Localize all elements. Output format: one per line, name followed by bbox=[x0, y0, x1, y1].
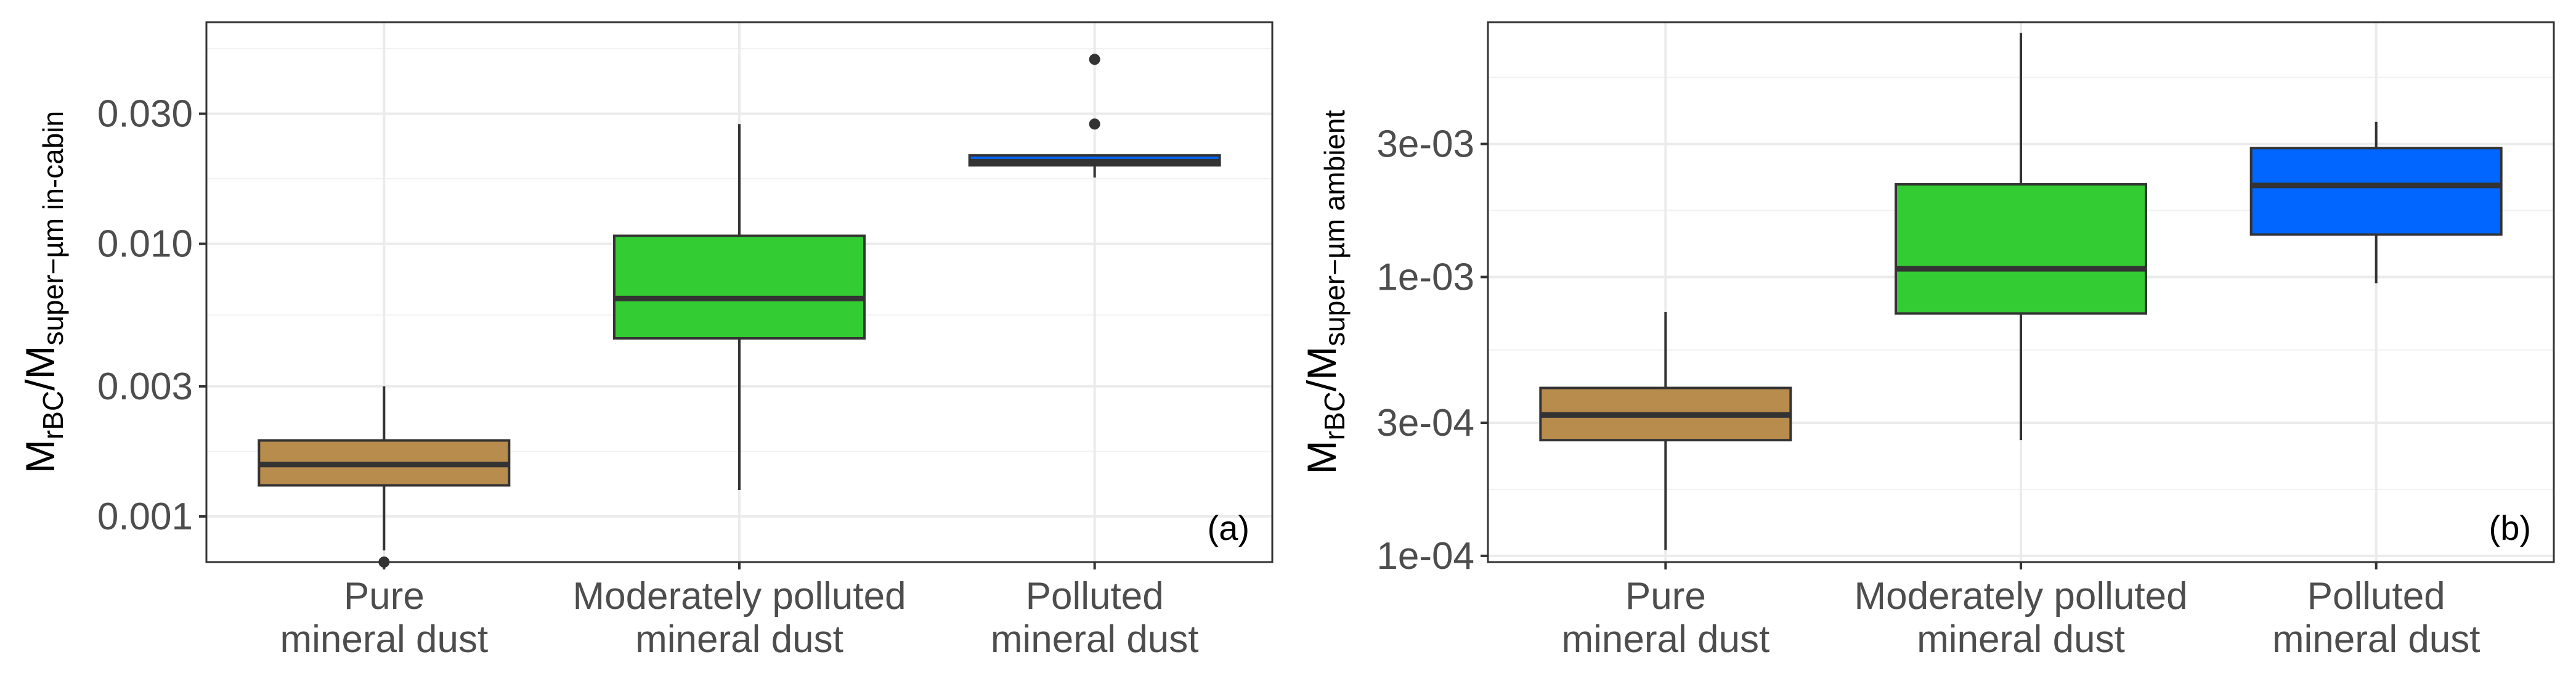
x-tick-label-line1: Pure bbox=[1625, 575, 1706, 618]
y-axis-title-slash: /M bbox=[1299, 346, 1344, 391]
x-tick-label-line1: Pure bbox=[344, 575, 425, 618]
y-tick-label: 0.030 bbox=[97, 93, 193, 136]
box-1 bbox=[258, 386, 511, 568]
box-body bbox=[613, 234, 866, 340]
y-tick-label: 1e-04 bbox=[1376, 535, 1474, 577]
x-tick-label-line1: Polluted bbox=[1026, 575, 1164, 618]
x-tick-label-line2: mineral dust bbox=[280, 618, 488, 661]
x-tick-label-line1: Moderately polluted bbox=[1854, 575, 2187, 618]
panel-label: (a) bbox=[1208, 508, 1249, 547]
panel-label: (b) bbox=[2489, 508, 2531, 547]
y-axis-title-sub1: rBC bbox=[37, 391, 69, 439]
x-tick-label-line1: Moderately polluted bbox=[572, 575, 906, 618]
box-body bbox=[2249, 147, 2503, 236]
y-axis-title-slash: /M bbox=[17, 346, 63, 391]
x-tick-label-line1: Polluted bbox=[2307, 575, 2445, 618]
y-tick-label: 0.010 bbox=[97, 223, 193, 266]
x-tick-label-line2: mineral dust bbox=[991, 618, 1199, 661]
box-body bbox=[1895, 183, 2147, 315]
y-tick-label: 3e-04 bbox=[1376, 402, 1474, 444]
outlier-point bbox=[1089, 118, 1100, 130]
y-axis-title: MrBC/Msuper−µm ambient bbox=[1299, 110, 1351, 474]
outlier-point bbox=[1089, 54, 1100, 65]
y-axis-title-main: M bbox=[1299, 440, 1344, 474]
box-2 bbox=[613, 124, 866, 491]
x-tick-label-line2: mineral dust bbox=[2272, 618, 2481, 661]
x-tick-label-line2: mineral dust bbox=[1561, 618, 1769, 661]
box-3 bbox=[968, 54, 1221, 178]
box-3 bbox=[2249, 121, 2503, 283]
box-1 bbox=[1539, 311, 1792, 550]
y-axis-title-sub2: super−µm in-cabin bbox=[37, 111, 69, 346]
y-tick-label: 0.001 bbox=[97, 496, 193, 538]
y-tick-label: 0.003 bbox=[97, 365, 193, 408]
y-axis-title-sub1: rBC bbox=[1318, 391, 1351, 440]
box-2 bbox=[1895, 33, 2147, 441]
y-axis-title-main: M bbox=[17, 439, 63, 473]
y-tick-label: 1e-03 bbox=[1376, 256, 1474, 298]
y-tick-label: 3e-03 bbox=[1376, 123, 1474, 166]
x-tick-label-line2: mineral dust bbox=[635, 618, 843, 661]
y-axis-title: MrBC/Msuper−µm in-cabin bbox=[17, 111, 69, 473]
y-axis-title-sub2: super−µm ambient bbox=[1318, 110, 1351, 346]
x-tick-label-line2: mineral dust bbox=[1917, 618, 2125, 661]
